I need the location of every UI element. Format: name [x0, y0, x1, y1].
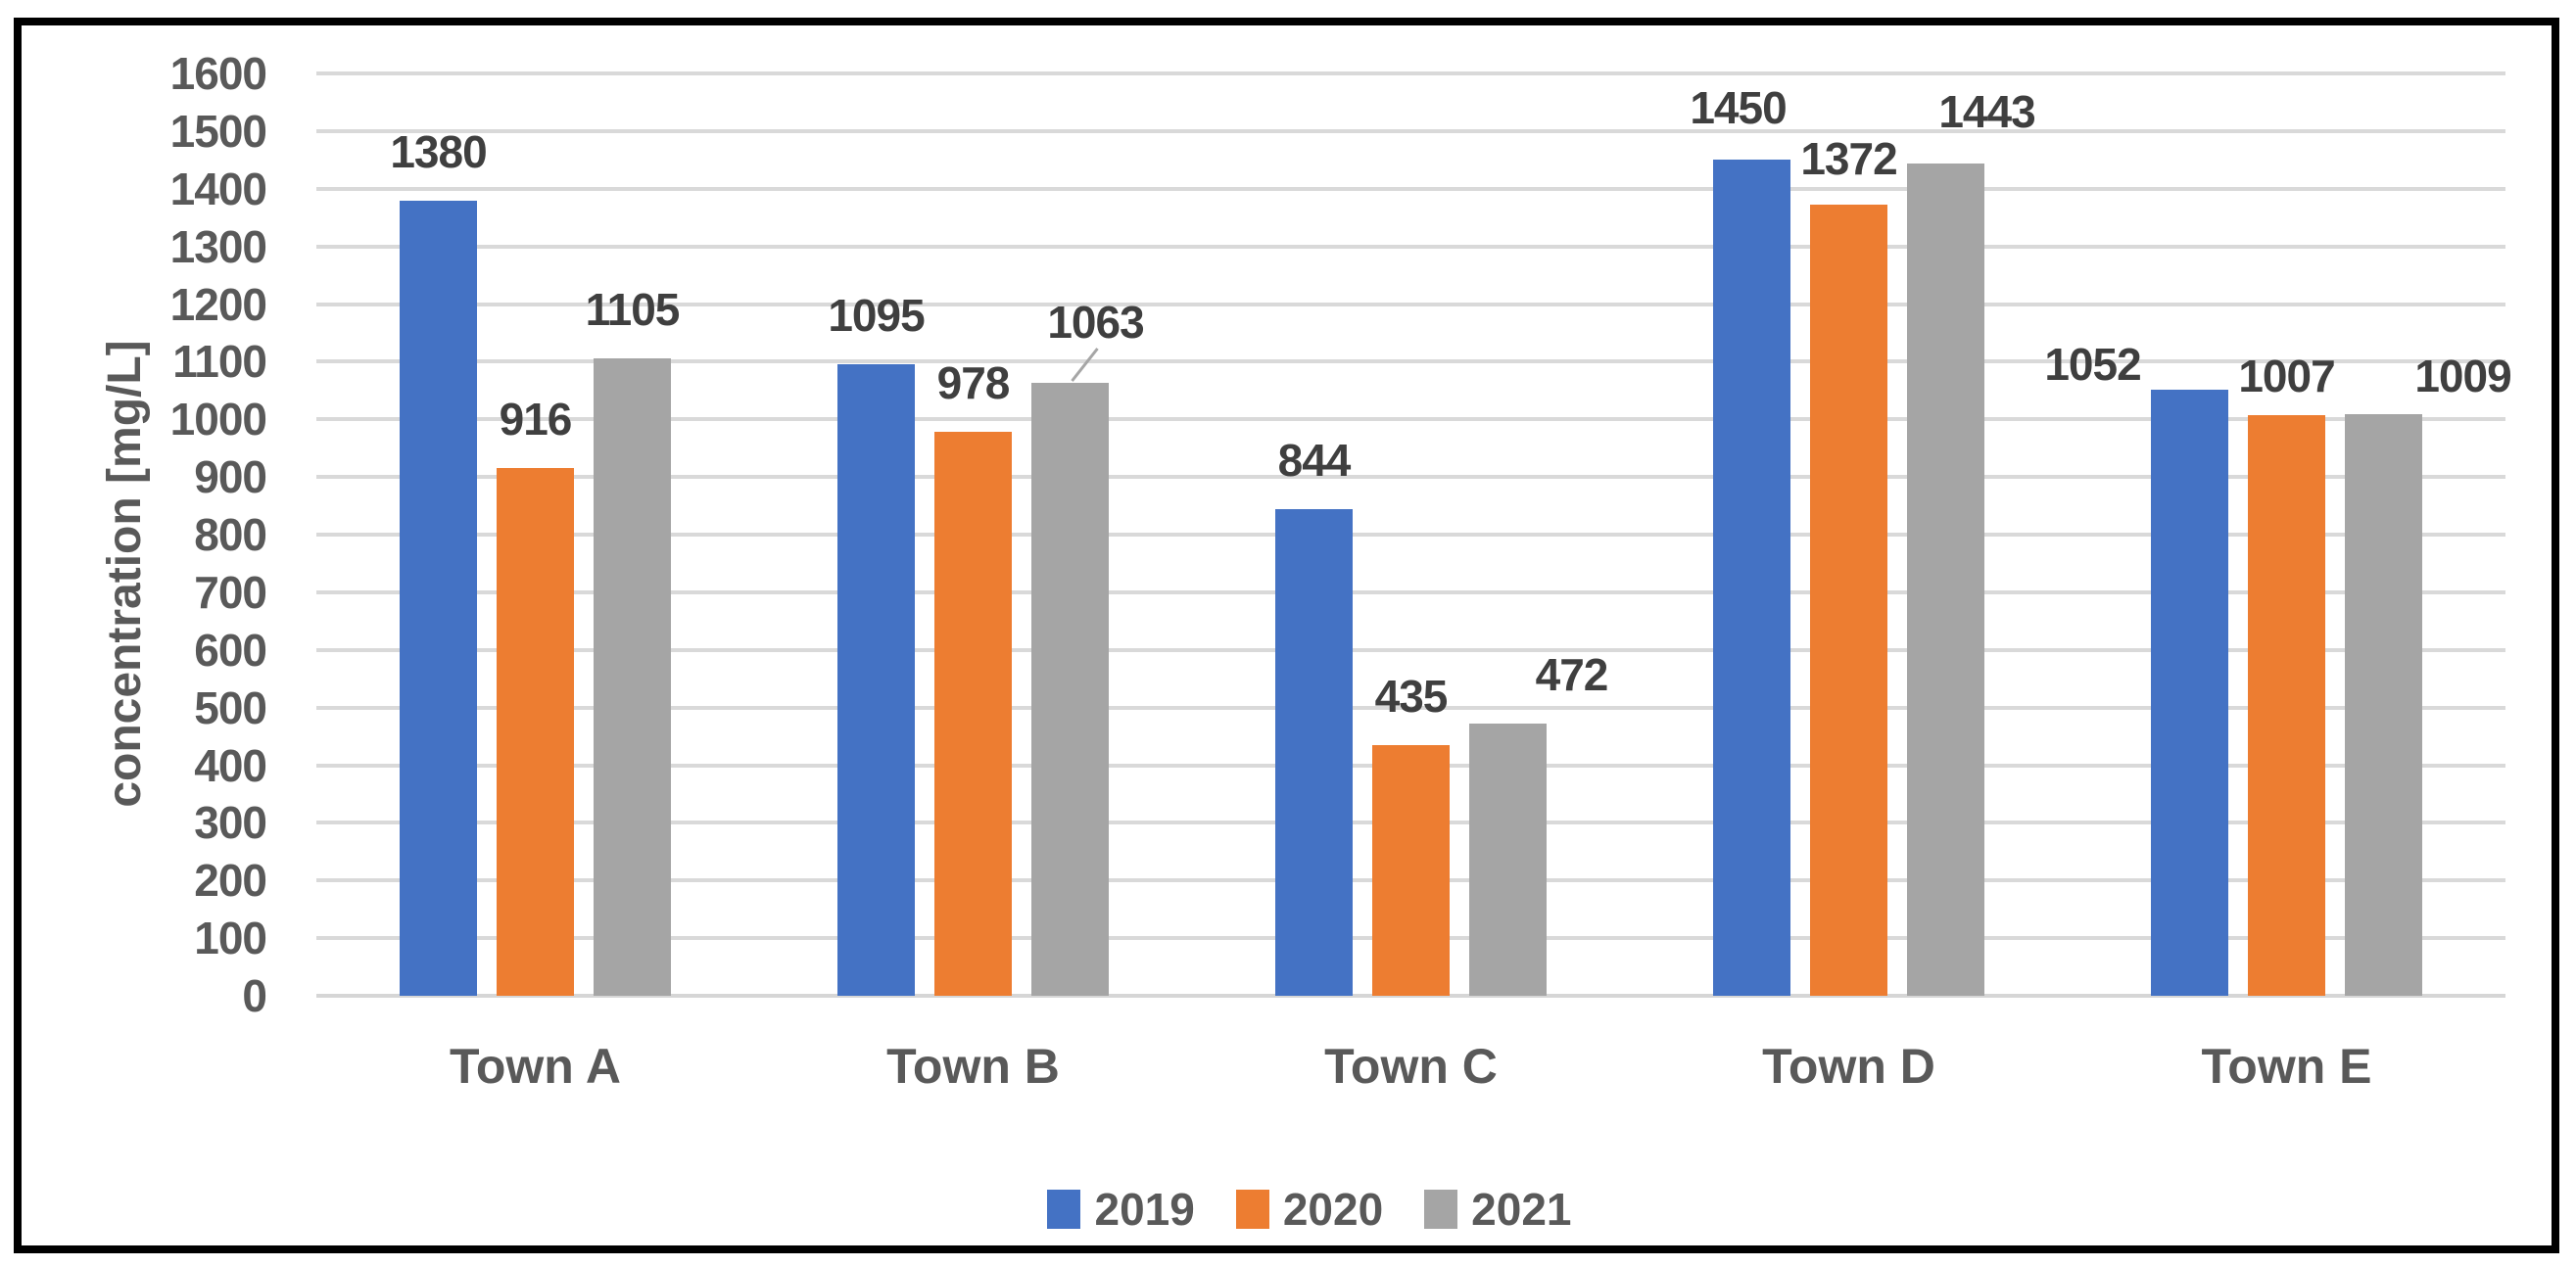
- bar-2019-town-d: [1713, 160, 1790, 996]
- gridline: [316, 705, 2505, 710]
- y-tick-label: 700: [194, 566, 267, 618]
- bar-2020-town-a: [497, 468, 574, 996]
- y-tick-label: 1600: [169, 48, 267, 99]
- bar-2021-town-d: [1907, 164, 1984, 996]
- category-label-town-d: Town D: [1762, 1039, 1935, 1094]
- data-label-2019-town-c: 844: [1277, 435, 1352, 486]
- bar-2019-town-c: [1275, 509, 1353, 996]
- bar-2019-town-e: [2151, 390, 2228, 996]
- x-axis-line: [316, 994, 2505, 998]
- category-label-town-c: Town C: [1324, 1039, 1498, 1094]
- gridline: [316, 302, 2505, 306]
- legend-swatch-2019: [1047, 1190, 1081, 1229]
- legend-item-2020: 2020: [1235, 1184, 1384, 1235]
- y-tick-label: 1400: [169, 163, 267, 214]
- bar-2020-town-b: [934, 432, 1012, 996]
- y-tick-label: 300: [194, 797, 267, 849]
- data-label-2021-town-b: 1063: [1047, 297, 1144, 348]
- y-tick-label: 1300: [169, 220, 267, 272]
- data-label-2020-town-b: 978: [936, 357, 1011, 408]
- data-label-2019-town-b: 1095: [828, 290, 925, 341]
- legend-item-2019: 2019: [1047, 1184, 1195, 1235]
- bar-2021-town-c: [1469, 724, 1547, 996]
- legend-label-2019: 2019: [1094, 1184, 1195, 1235]
- bar-2021-town-e: [2345, 414, 2422, 996]
- data-label-2020-town-e: 1007: [2238, 351, 2335, 401]
- y-tick-label: 1000: [169, 394, 267, 446]
- gridline: [316, 647, 2505, 652]
- gridline: [316, 71, 2505, 75]
- bar-2021-town-a: [594, 358, 671, 996]
- y-tick-label: 900: [194, 451, 267, 503]
- bar-2021-town-b: [1031, 383, 1109, 996]
- data-label-2019-town-a: 1380: [390, 126, 487, 177]
- gridline: [316, 475, 2505, 480]
- gridline: [316, 533, 2505, 537]
- bar-2020-town-d: [1810, 205, 1887, 996]
- data-label-2021-town-e: 1009: [2414, 351, 2511, 401]
- gridline: [316, 417, 2505, 422]
- bar-2020-town-e: [2248, 415, 2325, 996]
- gridline: [316, 186, 2505, 191]
- legend-swatch-2021: [1424, 1190, 1458, 1229]
- chart-frame: concentration [mg/L] 0 100 200 300 400 500 600…: [14, 18, 2559, 1253]
- legend-item-2021: 2021: [1424, 1184, 1572, 1235]
- y-tick-label: 1100: [172, 336, 267, 388]
- y-tick-label: 1500: [169, 105, 267, 157]
- data-label-2021-town-c: 472: [1535, 649, 1609, 700]
- y-tick-label: 0: [242, 970, 267, 1021]
- legend-swatch-2020: [1235, 1190, 1269, 1229]
- category-label-town-a: Town A: [450, 1039, 621, 1094]
- legend-label-2020: 2020: [1282, 1184, 1384, 1235]
- data-label-2021-town-d: 1443: [1938, 86, 2035, 137]
- data-label-2020-town-a: 916: [499, 394, 573, 445]
- y-tick-label: 400: [194, 739, 267, 791]
- y-tick-label: 800: [194, 509, 267, 560]
- y-tick-label: 200: [194, 855, 267, 907]
- data-label-2020-town-d: 1372: [1800, 133, 1897, 184]
- y-tick-label: 600: [194, 624, 267, 676]
- y-tick-label: 100: [194, 913, 267, 964]
- legend: 2019 2020 2021: [22, 1187, 2576, 1232]
- gridline: [316, 589, 2505, 594]
- bar-2019-town-a: [400, 201, 477, 996]
- bar-2019-town-b: [837, 364, 915, 996]
- bar-2020-town-c: [1372, 745, 1450, 996]
- gridline: [316, 244, 2505, 249]
- gridline: [316, 128, 2505, 133]
- category-label-town-e: Town E: [2201, 1039, 2372, 1094]
- data-label-2020-town-c: 435: [1374, 671, 1449, 722]
- y-tick-label: 500: [194, 681, 267, 733]
- category-label-town-b: Town B: [886, 1039, 1060, 1094]
- data-label-2019-town-e: 1052: [2044, 339, 2141, 390]
- y-tick-label: 1200: [169, 278, 267, 330]
- data-label-2021-town-a: 1105: [585, 284, 681, 335]
- gridline: [316, 359, 2505, 364]
- legend-label-2021: 2021: [1471, 1184, 1572, 1235]
- data-label-2019-town-d: 1450: [1690, 82, 1787, 133]
